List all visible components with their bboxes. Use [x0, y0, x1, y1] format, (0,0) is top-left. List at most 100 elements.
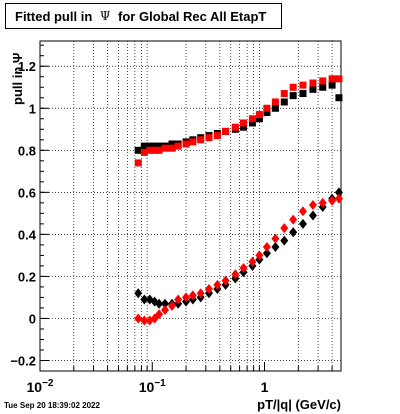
data-point	[308, 199, 317, 210]
data-point	[248, 256, 257, 267]
data-point	[298, 218, 307, 229]
chart-title: Fitted pull in Ψ for Global Rec All Etap…	[5, 3, 282, 29]
data-point	[155, 298, 164, 309]
data-point	[146, 142, 154, 150]
data-point	[151, 146, 159, 154]
y-tick-label: 0.6	[18, 185, 36, 200]
data-point	[309, 85, 317, 93]
data-point	[248, 119, 256, 127]
data-point	[161, 144, 169, 152]
data-point	[134, 313, 143, 324]
data-point	[328, 81, 336, 89]
data-point	[213, 279, 222, 290]
data-point	[174, 142, 182, 150]
data-point	[289, 83, 297, 91]
data-point	[240, 123, 248, 131]
data-point	[334, 187, 343, 198]
data-point	[140, 148, 148, 156]
x-tick-label: 1	[261, 379, 269, 395]
data-point	[239, 263, 248, 274]
data-point	[318, 197, 327, 208]
data-point	[221, 275, 230, 286]
data-point	[263, 108, 271, 116]
y-tick-label: −0.2	[10, 353, 36, 368]
title-prefix: Fitted pull in	[15, 8, 96, 24]
title-suffix: for Global Rec All EtapT	[114, 8, 267, 24]
y-axis-label: pull in Ψ	[10, 53, 25, 105]
y-tick-label: 0	[29, 311, 36, 326]
data-point	[134, 288, 143, 299]
data-point	[280, 223, 289, 234]
data-point	[155, 146, 163, 154]
x-tick-label: 10−2	[27, 378, 54, 395]
data-point	[255, 250, 264, 261]
data-marks	[134, 75, 343, 326]
title-psi-symbol: Ψ	[99, 9, 111, 23]
data-point	[280, 235, 289, 246]
data-point	[182, 292, 191, 303]
data-point	[271, 241, 280, 252]
data-point	[140, 315, 149, 326]
data-point	[205, 134, 213, 142]
data-point	[299, 81, 307, 89]
y-tick-label: 1	[29, 101, 36, 116]
data-point	[196, 288, 205, 299]
data-point	[271, 233, 280, 244]
data-point	[335, 94, 343, 102]
data-point	[213, 132, 221, 140]
y-tick-label: 0.4	[18, 227, 37, 242]
axes: −0.2 0 0.2 0.4 0.6 0.8 1 1.2 10−2 10−1 1	[10, 44, 333, 395]
data-point	[134, 159, 142, 167]
data-point	[248, 115, 256, 123]
data-point	[155, 142, 163, 150]
data-point	[299, 90, 307, 98]
data-point	[262, 241, 271, 252]
y-tick-label: 0.8	[18, 143, 36, 158]
data-point	[262, 248, 271, 259]
data-point	[134, 146, 142, 154]
data-point	[308, 210, 317, 221]
data-point	[231, 123, 239, 131]
data-point	[289, 214, 298, 225]
data-point	[255, 115, 263, 123]
data-point	[298, 206, 307, 217]
data-point	[319, 83, 327, 91]
data-point	[168, 300, 177, 311]
data-point	[255, 111, 263, 119]
data-point	[182, 140, 190, 148]
data-point	[289, 227, 298, 238]
data-point	[222, 127, 230, 135]
grid-lines	[40, 41, 341, 371]
data-point	[161, 298, 170, 309]
data-point	[263, 104, 271, 112]
data-point	[197, 136, 205, 144]
data-point	[231, 269, 240, 280]
data-point	[328, 75, 336, 83]
data-point	[140, 294, 149, 305]
data-point	[146, 146, 154, 154]
data-point	[271, 104, 279, 112]
data-point	[204, 284, 213, 295]
data-point	[280, 98, 288, 106]
data-point	[168, 144, 176, 152]
data-point	[280, 90, 288, 98]
data-point	[334, 193, 343, 204]
data-point	[168, 140, 176, 148]
data-point	[328, 195, 337, 206]
data-point	[271, 98, 279, 106]
data-point	[151, 142, 159, 150]
data-point	[161, 305, 170, 316]
x-tick-label: 10−1	[139, 378, 166, 395]
data-point	[319, 77, 327, 85]
y-tick-label: 0.2	[18, 269, 36, 284]
data-point	[335, 75, 343, 83]
data-point	[140, 142, 148, 150]
x-axis-label: pT/|q| (GeV/c)	[257, 397, 341, 412]
data-point	[240, 119, 248, 127]
plot-frame	[39, 40, 342, 372]
y-tick-label: 1.2	[18, 59, 36, 74]
data-point	[309, 79, 317, 87]
data-point	[289, 92, 297, 100]
